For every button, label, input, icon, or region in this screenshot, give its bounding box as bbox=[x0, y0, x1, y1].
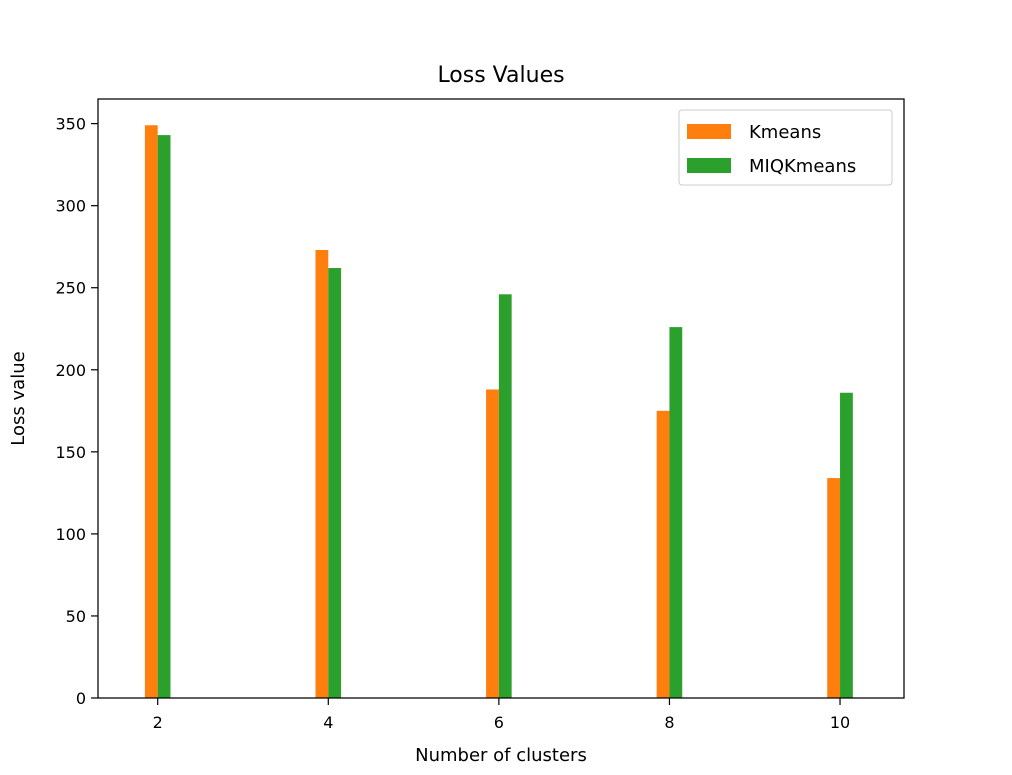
x-tick-label-4: 4 bbox=[323, 713, 333, 732]
y-tick-label-350: 350 bbox=[55, 115, 86, 134]
bar-kmeans-4 bbox=[315, 249, 329, 698]
y-tick-label-100: 100 bbox=[55, 525, 86, 544]
bar-kmeans-10 bbox=[827, 478, 841, 698]
y-tick-label-0: 0 bbox=[76, 689, 86, 708]
bar-miqkmeans-2 bbox=[157, 135, 171, 698]
legend-swatch-kmeans bbox=[687, 124, 731, 139]
bar-miqkmeans-4 bbox=[328, 268, 342, 698]
x-tick-label-10: 10 bbox=[830, 713, 850, 732]
legend: Kmeans MIQKmeans bbox=[678, 109, 893, 186]
bar-kmeans-8 bbox=[656, 410, 670, 698]
legend-box bbox=[678, 109, 893, 186]
bar-miqkmeans-10 bbox=[840, 392, 853, 698]
bars-layer bbox=[144, 125, 853, 698]
legend-label-miqkmeans: MIQKmeans bbox=[749, 156, 856, 177]
legend-swatch-miqkmeans bbox=[687, 158, 731, 173]
y-tick-label-300: 300 bbox=[55, 197, 86, 216]
y-tick-label-250: 250 bbox=[55, 279, 86, 298]
bar-miqkmeans-8 bbox=[669, 327, 683, 698]
x-axis-title: Number of clusters bbox=[415, 745, 587, 766]
bar-miqkmeans-6 bbox=[498, 294, 512, 698]
y-tick-label-200: 200 bbox=[55, 361, 86, 380]
plot-area-frame bbox=[97, 98, 905, 699]
x-tick-label-8: 8 bbox=[664, 713, 674, 732]
bar-kmeans-6 bbox=[486, 389, 499, 698]
y-tick-label-50: 50 bbox=[66, 607, 86, 626]
y-tick-label-150: 150 bbox=[55, 443, 86, 462]
legend-label-kmeans: Kmeans bbox=[749, 122, 821, 143]
chart-title: Loss Values bbox=[437, 63, 564, 88]
y-axis-title: Loss value bbox=[8, 351, 29, 445]
bar-kmeans-2 bbox=[144, 125, 158, 698]
x-tick-label-6: 6 bbox=[494, 713, 504, 732]
x-tick-label-2: 2 bbox=[153, 713, 163, 732]
ticks-layer: 0 50 100 150 200 250 300 350 2 4 6 8 10 bbox=[55, 115, 850, 732]
